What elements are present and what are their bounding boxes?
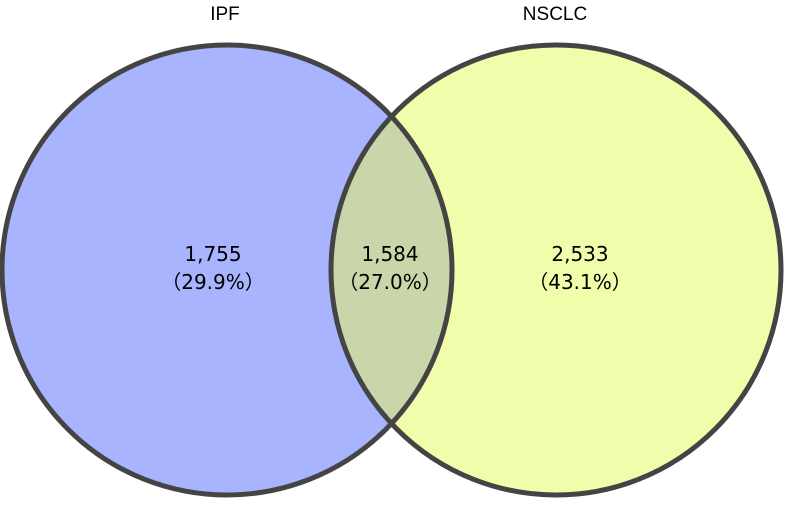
nsclc-circle-outline (328, 42, 784, 498)
nsclc-only-percent: （43.1%） (528, 270, 632, 294)
overlap-count: 1,584 (361, 242, 418, 266)
set-title-ipf: IPF (210, 4, 240, 25)
ipf-circle (2, 45, 452, 495)
ipf-circle-outline (0, 42, 455, 498)
nsclc-only-count: 2,533 (551, 242, 608, 266)
ipf-only-percent: （29.9%） (161, 270, 265, 294)
nsclc-circle (331, 45, 781, 495)
overlap-percent: （27.0%） (338, 270, 442, 294)
ipf-only-count: 1,755 (184, 242, 241, 266)
set-title-nsclc: NSCLC (523, 4, 587, 25)
